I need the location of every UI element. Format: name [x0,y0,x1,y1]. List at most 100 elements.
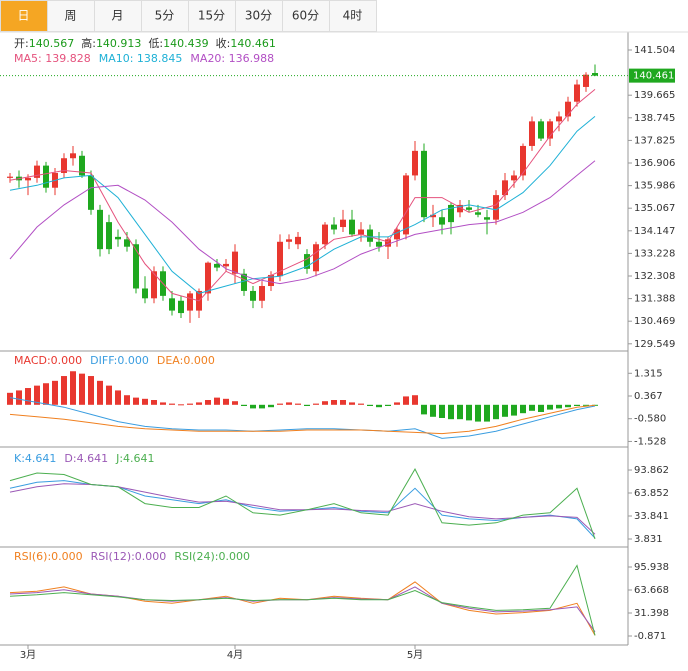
macd-bar [124,395,130,405]
info-value: 140.567 [29,37,75,50]
candle-body [322,224,328,245]
tab[interactable] [282,0,330,32]
candle-body [358,229,364,235]
tab-label[interactable]: 月 [111,9,123,23]
candle-body [97,209,103,250]
candle-body [214,263,220,268]
macd-bar [313,403,319,405]
candle-body [106,222,112,250]
macd-bar [70,371,76,405]
last-price-box [629,68,675,83]
y-tick-label: 130.469 [634,316,675,327]
tab-label[interactable]: 30分 [245,9,272,23]
candle-body [232,251,238,274]
candle-body [7,176,13,178]
y-tick-label: 0.367 [634,391,663,402]
macd-bar [340,400,346,405]
macd-bar [232,401,238,405]
candle-body [475,212,481,215]
candle-body [151,271,157,299]
tab-label[interactable]: 5分 [155,9,175,23]
tab-label[interactable]: 日 [17,9,29,23]
candle-body [466,207,472,210]
legend-entry: MA5: 139.828 [14,52,91,65]
macd-bar [16,390,22,405]
tab[interactable] [188,0,236,32]
legend-entry: RSI(24):0.000 [174,550,250,563]
macd-bar [160,402,166,405]
candle-body [313,244,319,272]
last-price-label: 140.461 [633,71,674,82]
legend-entry: K:4.641 [14,452,56,465]
tab[interactable] [0,0,48,32]
y-tick-label: 129.549 [634,339,675,350]
candle-body [529,121,535,146]
macd-bar [214,397,220,405]
candle-body [421,150,427,218]
candle-body [448,204,454,223]
candle-body [394,229,400,240]
info-label: 收: [216,36,231,50]
info-label: 低: [148,37,163,50]
candle-body [286,239,292,242]
macd-bar [187,403,193,405]
y-tick-label: 135.986 [634,181,675,192]
macd-bar [142,398,148,405]
candle-body [367,229,373,242]
macd-bar [457,404,463,420]
macd-bar [466,404,472,421]
candle-body [502,180,508,196]
macd-bar [52,380,58,405]
tab[interactable] [235,0,283,32]
macd-bar [358,403,364,405]
candle-body [412,150,418,176]
y-tick-label: 3.831 [634,534,663,545]
legend-entry: DEA:0.000 [157,354,215,367]
y-tick-label: 63.668 [634,585,669,596]
y-tick-label: 136.906 [634,158,675,169]
macd-bar [394,402,400,405]
macd-bar [511,404,517,416]
macd-bar [169,403,175,405]
tab-label[interactable]: 60分 [292,9,319,23]
macd-bar [151,400,157,405]
macd-bar [484,404,490,422]
macd-bar [304,404,310,407]
candle-body [574,84,580,102]
macd-bar [331,400,337,405]
tab-label[interactable]: 4时 [343,9,363,23]
legend-entry: DIFF:0.000 [90,354,149,367]
macd-bar [421,404,427,415]
candle-body [259,286,265,301]
macd-bar [277,403,283,405]
tab[interactable] [141,0,189,32]
macd-bar [439,404,445,418]
candle-body [61,158,67,173]
info-label: 高: [81,36,96,50]
macd-bar [493,404,499,420]
macd-bar [250,404,256,409]
macd-bar [547,404,553,410]
candle-body [268,274,274,287]
macd-bar [385,404,391,407]
x-tick-label: 3月 [20,649,36,661]
candle-body [205,262,211,294]
legend-entry: D:4.641 [64,452,108,465]
candle-body [304,254,310,269]
macd-bar [241,404,247,407]
macd-bar [61,376,67,405]
macd-bar [448,404,454,420]
macd-bar [412,395,418,405]
tab[interactable] [329,0,377,32]
tab-label[interactable]: 周 [64,9,76,23]
tab-label[interactable]: 15分 [198,9,225,23]
y-tick-label: -1.528 [634,436,666,447]
y-tick-label: 132.308 [634,271,675,282]
legend-entry: J:4.641 [115,452,154,465]
candle-body [331,224,337,230]
candle-body [142,288,148,299]
macd-bar [205,400,211,405]
y-tick-label: 95.938 [634,562,669,573]
y-tick-label: 138.745 [634,113,675,124]
